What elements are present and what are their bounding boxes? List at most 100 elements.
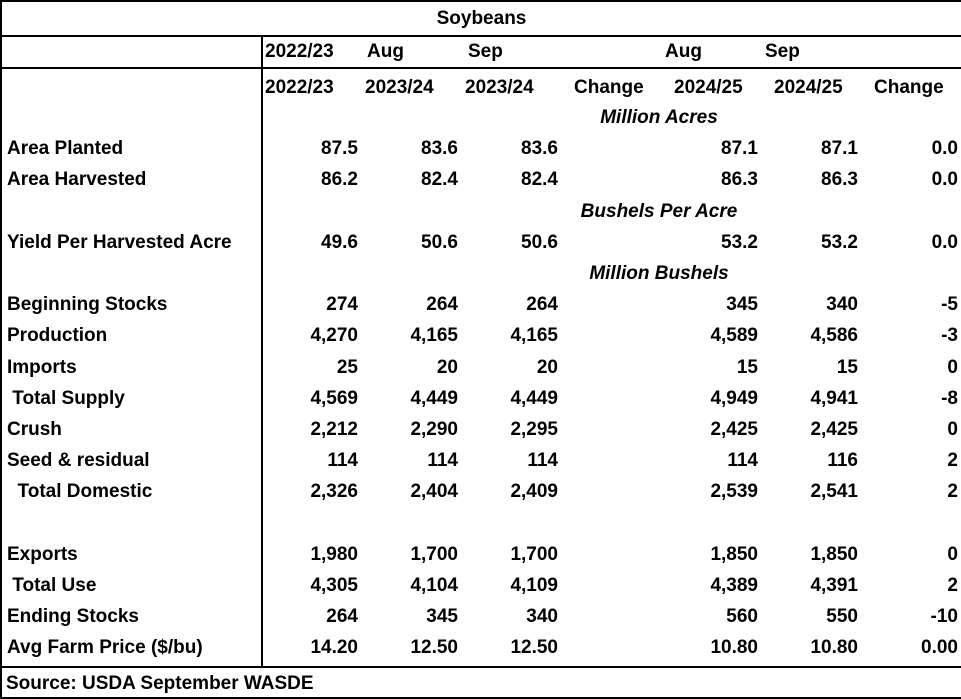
row-value: 1,700 — [510, 544, 558, 565]
row-value: 1,980 — [310, 544, 358, 565]
row-value: 2 — [947, 575, 958, 596]
row-value: 345 — [726, 294, 758, 315]
row-value: 4,389 — [710, 575, 758, 596]
header-top-aug-2024: Aug — [665, 41, 702, 62]
row-value: 20 — [536, 357, 558, 378]
header-col-6: 2024/25 — [774, 77, 843, 98]
row-value: 0 — [947, 544, 958, 565]
row-value: 4,586 — [810, 325, 858, 346]
row-value: 2,404 — [410, 481, 458, 502]
row-value: 1,850 — [810, 544, 858, 565]
row-value: 2,539 — [710, 481, 758, 502]
row-label: Total Domestic — [7, 481, 153, 502]
row-value: 53.2 — [821, 232, 858, 253]
row-value: 114 — [527, 450, 558, 471]
row-value: 4,165 — [410, 325, 458, 346]
row-value: 4,391 — [810, 575, 858, 596]
row-value: 4,104 — [410, 575, 458, 596]
row-value: 82.4 — [421, 169, 458, 190]
row-value: 12.50 — [510, 637, 558, 658]
row-value: 0.0 — [931, 232, 958, 253]
unit-million-bushels: Million Bushels — [589, 263, 729, 284]
row-value: 4,449 — [410, 388, 458, 409]
row-value: 1,700 — [410, 544, 458, 565]
row-value: 86.3 — [821, 169, 858, 190]
row-label: Beginning Stocks — [7, 294, 168, 315]
header-col-change-2: Change — [874, 77, 944, 98]
row-label: Seed & residual — [7, 450, 150, 471]
row-value: 20 — [436, 357, 458, 378]
row-label: Area Planted — [7, 138, 124, 159]
row-value: 53.2 — [721, 232, 758, 253]
row-value: 0 — [947, 357, 958, 378]
row-value: 87.1 — [821, 138, 858, 159]
row-value: 345 — [426, 606, 458, 627]
header-col-3: 2023/24 — [465, 77, 534, 98]
row-value: 2,425 — [710, 419, 758, 440]
row-value: 4,941 — [810, 388, 858, 409]
row-value: 2,541 — [810, 481, 858, 502]
row-value: 114 — [327, 450, 358, 471]
row-value: 2 — [947, 481, 958, 502]
row-value: 2,295 — [510, 419, 558, 440]
row-value: 2,425 — [810, 419, 858, 440]
row-value: 2,212 — [310, 419, 358, 440]
row-label: Imports — [7, 357, 77, 378]
row-value: 87.5 — [321, 138, 358, 159]
row-value: 14.20 — [310, 637, 358, 658]
row-value: 264 — [426, 294, 458, 315]
row-value: 82.4 — [521, 169, 558, 190]
header-top-sep: Sep — [468, 41, 503, 62]
row-value: 83.6 — [521, 138, 558, 159]
row-value: 114 — [427, 450, 458, 471]
row-label: Area Harvested — [7, 169, 147, 190]
header-col-change-1: Change — [574, 77, 644, 98]
header-top-sep-2024: Sep — [765, 41, 800, 62]
row-value: 550 — [826, 606, 858, 627]
row-label: Yield Per Harvested Acre — [7, 232, 232, 253]
row-value: 4,305 — [310, 575, 358, 596]
row-label: Crush — [7, 419, 62, 440]
row-value: 25 — [336, 357, 358, 378]
row-value: 87.1 — [721, 138, 758, 159]
row-value: 2,290 — [410, 419, 458, 440]
row-value: 10.80 — [810, 637, 858, 658]
row-value: 2 — [947, 450, 958, 471]
row-value: 86.2 — [321, 169, 358, 190]
row-value: 12.50 — [410, 637, 458, 658]
row-value: 4,949 — [710, 388, 758, 409]
row-value: -5 — [941, 294, 958, 315]
source-note: Source: USDA September WASDE — [2, 666, 961, 697]
row-value: -10 — [930, 606, 958, 627]
header-col-2: 2023/24 — [365, 77, 434, 98]
unit-million-acres: Million Acres — [600, 107, 718, 128]
row-label: Total Supply — [7, 388, 125, 409]
row-value: 83.6 — [421, 138, 458, 159]
row-label: Ending Stocks — [7, 606, 139, 627]
header-row-top: 2022/23 Aug Sep Aug Sep — [2, 37, 961, 69]
row-value: 49.6 — [321, 232, 358, 253]
row-value: 4,165 — [510, 325, 558, 346]
row-value: 0.00 — [921, 637, 958, 658]
row-value: 10.80 — [710, 637, 758, 658]
row-label: Avg Farm Price ($/bu) — [7, 637, 203, 658]
row-value: 50.6 — [521, 232, 558, 253]
row-value: 15 — [736, 357, 758, 378]
row-value: -3 — [941, 325, 958, 346]
row-value: -8 — [941, 388, 958, 409]
row-value: 560 — [726, 606, 758, 627]
row-value: 274 — [326, 294, 358, 315]
row-value: 4,589 — [710, 325, 758, 346]
row-value: 4,109 — [510, 575, 558, 596]
row-value: 264 — [526, 294, 558, 315]
row-value: 116 — [827, 450, 858, 471]
row-value: 4,449 — [510, 388, 558, 409]
row-label: Production — [7, 325, 108, 346]
row-value: 4,270 — [310, 325, 358, 346]
row-value: 0 — [947, 419, 958, 440]
row-value: 340 — [826, 294, 858, 315]
header-col-1: 2022/23 — [265, 77, 334, 98]
row-value: 50.6 — [421, 232, 458, 253]
unit-bushels-per-acre: Bushels Per Acre — [580, 201, 738, 222]
